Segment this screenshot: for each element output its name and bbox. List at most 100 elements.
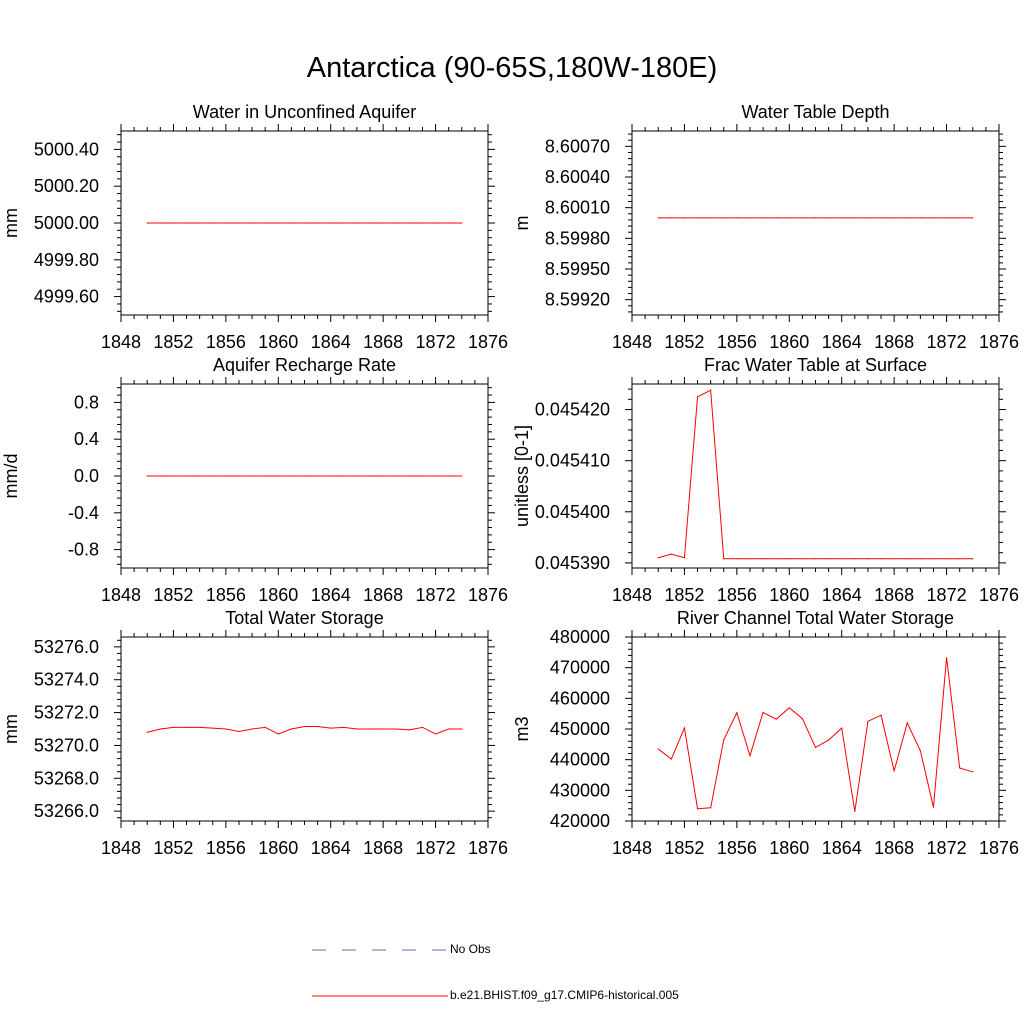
data-point [225, 475, 227, 477]
data-point [854, 810, 856, 813]
y-tick-label: 5000.20 [34, 176, 99, 196]
data-point [841, 558, 843, 560]
y-tick-label: 0.045420 [535, 400, 610, 420]
x-tick-label: 1868 [874, 585, 914, 605]
y-tick-label: 0.0 [74, 466, 99, 486]
data-point [959, 767, 961, 769]
plot-frame [631, 636, 1000, 822]
data-point [330, 727, 332, 729]
x-tick-label: 1868 [874, 332, 914, 352]
data-point [828, 739, 830, 741]
y-tick-label: 8.59950 [545, 259, 610, 279]
figure-title: Antarctica (90-65S,180W-180E) [306, 52, 718, 84]
data-point [251, 222, 253, 224]
plot-frame [120, 636, 489, 822]
data-point [919, 217, 921, 219]
data-point [264, 222, 266, 224]
data-point [893, 558, 895, 560]
data-point [696, 217, 699, 219]
x-tick-label: 1856 [717, 585, 757, 605]
y-tick-label: 4999.60 [34, 287, 99, 307]
y-tick-label: 480000 [550, 627, 610, 647]
data-point [972, 558, 974, 560]
data-point [461, 475, 463, 477]
x-tick-label: 1860 [258, 332, 298, 352]
x-tick-label: 1848 [612, 332, 652, 352]
data-point [185, 222, 188, 224]
x-tick-label: 1856 [717, 838, 757, 858]
data-point [303, 222, 306, 224]
data-point [172, 726, 175, 728]
y-tick-label: 420000 [550, 811, 610, 831]
x-tick-label: 1852 [664, 585, 704, 605]
data-point [657, 557, 659, 559]
x-tick-label: 1848 [612, 838, 652, 858]
y-tick-label: 53268.0 [34, 768, 99, 788]
y-tick-label: 53270.0 [34, 735, 99, 755]
data-point [434, 222, 437, 224]
data-point [683, 557, 686, 559]
data-point [723, 558, 725, 560]
data-point [906, 722, 908, 724]
data-point [762, 217, 764, 219]
data-point [356, 222, 358, 224]
data-point [199, 222, 201, 224]
y-tick-label: 8.60070 [545, 136, 610, 156]
data-point [185, 475, 188, 477]
y-tick-label: 450000 [550, 719, 610, 739]
data-point [723, 739, 725, 741]
x-tick-label: 1856 [717, 332, 757, 352]
chart-panel-3: Aquifer Recharge Rate mm/d 1848 1852 1856 186… [1, 355, 508, 605]
data-point [828, 217, 830, 219]
data-point [421, 222, 424, 224]
data-point [775, 558, 777, 560]
data-point [395, 728, 397, 730]
data-point [814, 746, 817, 749]
data-point [867, 720, 869, 722]
data-point [251, 475, 253, 477]
data-point [932, 558, 935, 560]
x-tick-label: 1852 [153, 585, 193, 605]
y-tick-label: 0.045400 [535, 502, 610, 522]
data-point [762, 558, 764, 560]
y-tick-label: 8.59920 [545, 290, 610, 310]
data-point [199, 726, 201, 728]
y-axis-label: mm/d [1, 454, 21, 499]
y-tick-label: 470000 [550, 658, 610, 678]
y-tick-label: 430000 [550, 780, 610, 800]
plot-frame [631, 130, 1000, 316]
x-tick-label: 1876 [979, 332, 1019, 352]
data-point [146, 475, 148, 477]
data-point [959, 217, 961, 219]
data-point [369, 222, 371, 224]
data-point [461, 222, 463, 224]
data-point [172, 222, 175, 224]
series-line [658, 389, 973, 560]
data-point [382, 475, 384, 477]
data-point [356, 475, 358, 477]
data-point [670, 553, 672, 555]
data-point [801, 717, 803, 720]
data-point [696, 396, 699, 398]
y-tick-label: 8.60040 [545, 167, 610, 187]
x-tick-label: 1868 [363, 332, 403, 352]
data-point [775, 718, 777, 720]
data-point [303, 475, 306, 477]
data-point [959, 558, 961, 560]
data-point [710, 389, 712, 391]
data-point [395, 222, 397, 224]
y-axis-label: mm [1, 208, 21, 238]
data-point [749, 755, 751, 757]
data-point [749, 558, 751, 560]
y-tick-label: 5000.40 [34, 139, 99, 159]
x-tick-label: 1876 [468, 838, 508, 858]
data-point [238, 222, 240, 224]
y-axis-label: m [512, 216, 532, 231]
chart-panel-5: Total Water Storage mm 1848 1852 1856 1860 186… [1, 608, 508, 858]
data-point [330, 475, 332, 477]
data-point [238, 730, 240, 733]
x-tick-label: 1852 [153, 838, 193, 858]
data-point [841, 217, 843, 219]
data-point [159, 728, 161, 730]
data-point [814, 558, 817, 560]
